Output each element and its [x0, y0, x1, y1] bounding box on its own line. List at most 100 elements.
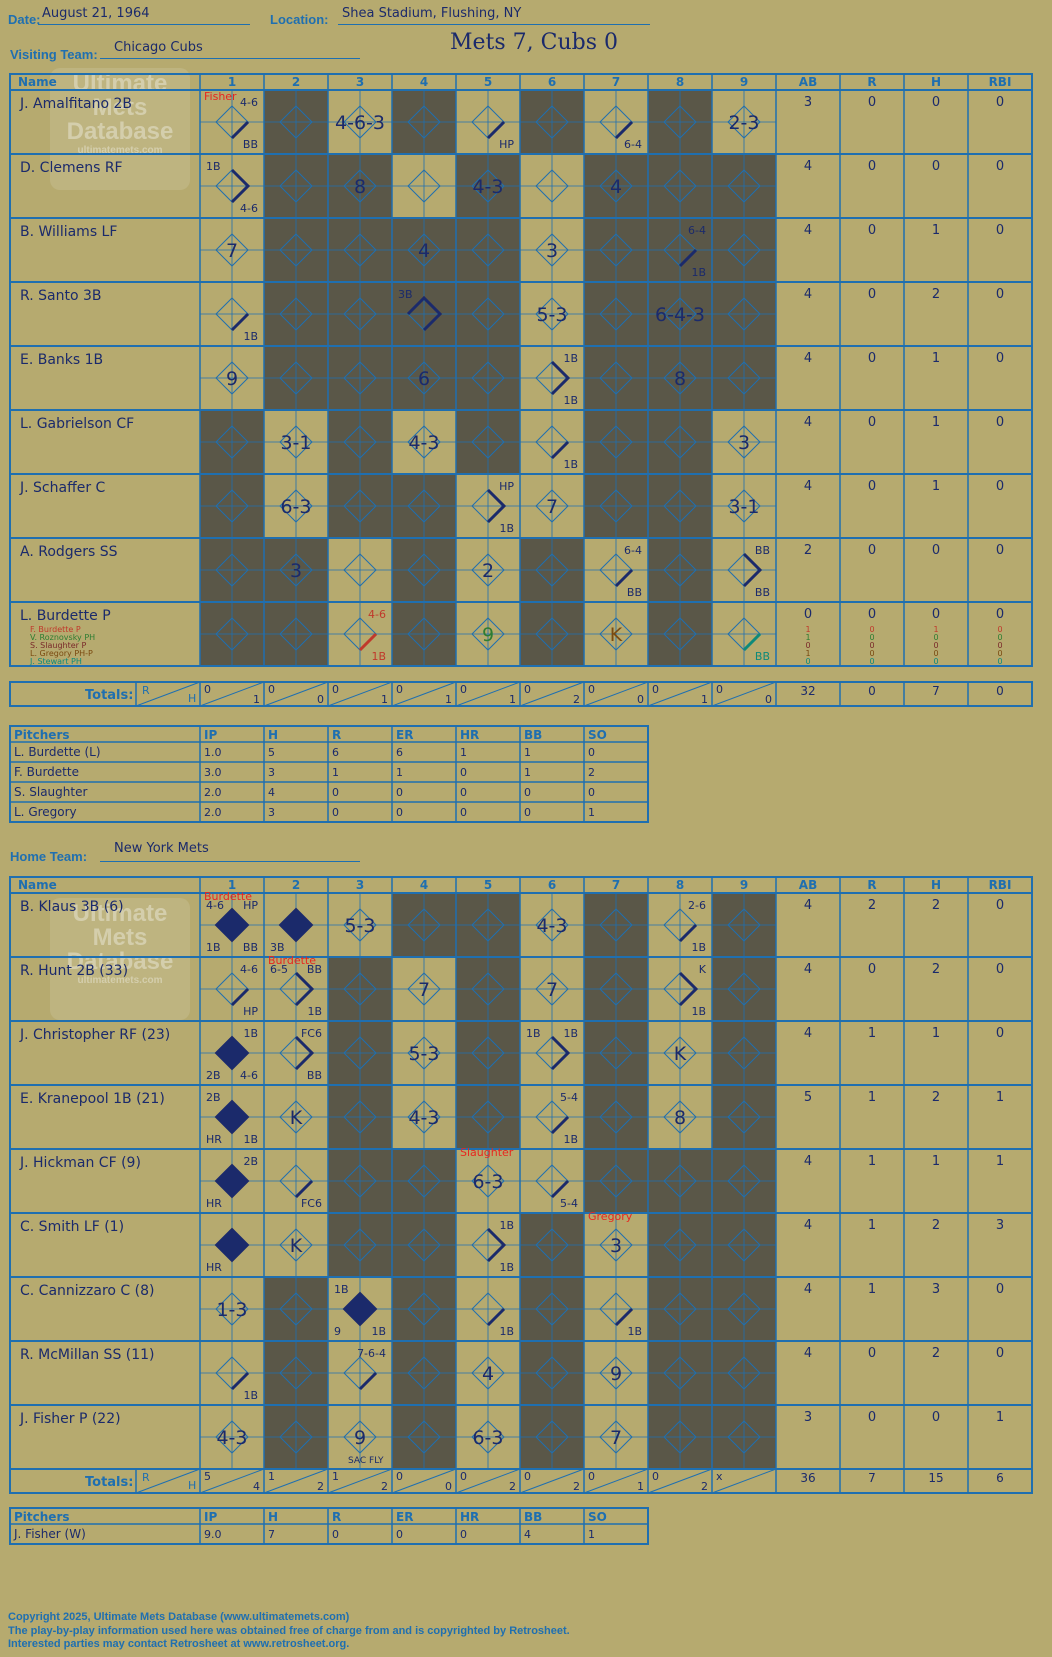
visiting-play-note: 6-4 [624, 138, 642, 151]
visiting-column-header: 7 [612, 75, 620, 89]
visiting-pitcher-cell: L. Burdette (L) [14, 745, 101, 759]
home-batter-stat: 4 [804, 1282, 812, 1297]
visiting-batter-stat: 0 [996, 479, 1004, 494]
home-pitcher-header: H [268, 1510, 278, 1524]
home-inning-runs: 1 [268, 1470, 275, 1483]
home-play-note: K [699, 963, 707, 976]
home-play-note: 1B [371, 1325, 386, 1338]
home-play-note: 4-6 [240, 963, 258, 976]
home-base-diamond [471, 972, 505, 1006]
home-batter-stat: 1 [868, 1282, 876, 1297]
home-play-note: 1B [499, 1219, 514, 1232]
visiting-base-diamond [663, 617, 697, 651]
home-basepath-first [486, 1307, 506, 1327]
home-base-diamond [343, 1100, 377, 1134]
home-team-label: Home Team: [10, 849, 88, 864]
home-base-diamond [663, 1356, 697, 1390]
visiting-totals-slash [135, 681, 201, 707]
home-base-diamond [535, 1420, 569, 1454]
home-base-diamond [535, 908, 569, 942]
home-batter-name: C. Cannizzaro C (8) [20, 1283, 154, 1299]
home-base-diamond [471, 908, 505, 942]
visiting-substitute-stat: 0 [869, 649, 874, 658]
visiting-play-result: 4-6-3 [335, 112, 385, 134]
visiting-pitcher-cell: 0 [460, 786, 467, 799]
home-base-diamond [215, 1420, 249, 1454]
visiting-pitcher-cell: 1 [460, 746, 467, 759]
visiting-pitcher-header: ER [396, 728, 413, 742]
home-play-result: 4-3 [536, 915, 567, 937]
visiting-substitute-name: V. Roznovsky PH [30, 633, 95, 642]
visiting-column-header: 1 [228, 75, 236, 89]
visiting-play-note: 1B [243, 330, 258, 343]
visiting-pitcher-cell: 4 [268, 786, 275, 799]
visiting-base-diamond [343, 233, 377, 267]
visiting-base-diamond [279, 489, 313, 523]
home-pitcher-cell: 0 [460, 1528, 467, 1541]
home-pitching-change-note: Burdette [204, 890, 252, 903]
home-base-diamond [599, 1036, 633, 1070]
home-play-note: 9 [334, 1325, 341, 1338]
visiting-totals-r-label: R [142, 684, 150, 697]
visiting-pitcher-cell: 1 [524, 766, 531, 779]
home-play-note: 2-6 [688, 899, 706, 912]
home-play-result: 6-3 [472, 1171, 503, 1193]
visiting-substitute-stat: 0 [869, 657, 874, 666]
home-batter-name: E. Kranepool 1B (21) [20, 1091, 165, 1107]
visiting-play-note: 1B [371, 650, 386, 663]
visiting-inning-hits: 1 [253, 693, 260, 706]
home-base-diamond [727, 972, 761, 1006]
home-inning-hits: 2 [573, 1480, 580, 1493]
home-play-result: 4-3 [216, 1427, 247, 1449]
home-inning-total-slash [583, 1468, 649, 1494]
visiting-batter-stat: 4 [804, 223, 812, 238]
visiting-pitcher-cell: L. Gregory [14, 805, 77, 819]
home-base-diamond [599, 1356, 633, 1390]
home-batter-stat: 1 [868, 1026, 876, 1041]
home-batter-stat: 2 [868, 898, 876, 913]
visiting-base-diamond [535, 489, 569, 523]
visiting-inning-hits: 0 [765, 693, 772, 706]
visiting-batter-stat: 0 [996, 287, 1004, 302]
home-totals-h-label: H [188, 1479, 196, 1492]
visiting-batter-stat: 0 [932, 607, 940, 622]
home-totals-stat: 36 [800, 1471, 815, 1485]
home-totals-label: Totals: [85, 1475, 133, 1490]
visiting-play-note: 4-6 [240, 96, 258, 109]
visiting-base-diamond [279, 617, 313, 651]
visiting-basepath-first [614, 120, 634, 140]
visiting-batter-name: B. Williams LF [20, 224, 117, 240]
home-play-result: 8 [674, 1107, 686, 1129]
home-base-diamond [407, 1036, 441, 1070]
watermark-home: Ultimate Mets Database ultimatemets.com [50, 898, 190, 1020]
home-base-diamond [407, 1100, 441, 1134]
visiting-substitute-stat: 0 [997, 657, 1002, 666]
home-inning-runs: 0 [524, 1470, 531, 1483]
home-pitching-change-note: Burdette [268, 954, 316, 967]
home-play-note: 3B [270, 941, 285, 954]
visiting-base-diamond [471, 297, 505, 331]
home-basepath-second [550, 1035, 571, 1071]
home-pitcher-header: HR [460, 1510, 479, 1524]
visiting-base-diamond [535, 105, 569, 139]
visiting-column-header: 6 [548, 75, 556, 89]
visiting-base-diamond [535, 233, 569, 267]
visiting-pitcher-cell: 2 [588, 766, 595, 779]
visiting-base-diamond [599, 489, 633, 523]
visiting-batter-stat: 0 [804, 607, 812, 622]
home-batter-name: R. McMillan SS (11) [20, 1347, 155, 1363]
visiting-play-result: 9 [482, 624, 494, 646]
home-play-result: K [290, 1107, 303, 1129]
home-base-diamond [663, 1292, 697, 1326]
home-play-result: 6-3 [472, 1427, 503, 1449]
home-batter-stat: 5 [804, 1090, 812, 1105]
visiting-play-result: 6-3 [280, 496, 311, 518]
visiting-play-result: 7 [546, 496, 558, 518]
visiting-pitcher-cell: 0 [460, 806, 467, 819]
visiting-base-diamond [343, 553, 377, 587]
visiting-substitute-stat: 1 [805, 649, 810, 658]
visiting-base-diamond [279, 425, 313, 459]
visiting-batter-stat: 0 [996, 223, 1004, 238]
watermark-word: Ultimate [72, 70, 168, 97]
home-batter-stat: 2 [932, 898, 940, 913]
